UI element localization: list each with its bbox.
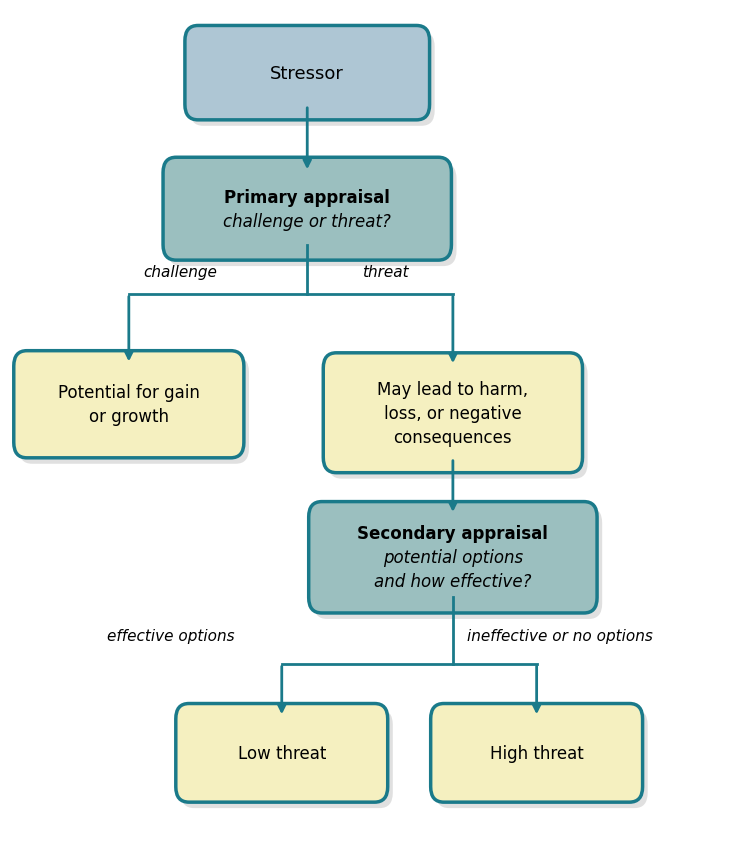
Text: Stressor: Stressor	[270, 65, 344, 83]
Text: effective options: effective options	[107, 629, 235, 643]
Text: Secondary appraisal: Secondary appraisal	[357, 525, 548, 543]
FancyBboxPatch shape	[19, 357, 249, 464]
FancyBboxPatch shape	[190, 32, 435, 127]
FancyBboxPatch shape	[168, 164, 457, 267]
FancyBboxPatch shape	[328, 360, 588, 479]
FancyBboxPatch shape	[14, 351, 244, 458]
Text: Potential for gain: Potential for gain	[58, 383, 200, 402]
FancyBboxPatch shape	[181, 710, 393, 809]
FancyBboxPatch shape	[323, 354, 583, 473]
Text: or growth: or growth	[89, 408, 169, 426]
Text: challenge or threat?: challenge or threat?	[223, 212, 391, 231]
Text: loss, or negative: loss, or negative	[384, 404, 522, 423]
Text: Low threat: Low threat	[238, 744, 326, 762]
Text: High threat: High threat	[490, 744, 583, 762]
Text: potential options: potential options	[383, 549, 523, 567]
Text: May lead to harm,: May lead to harm,	[377, 380, 529, 398]
FancyBboxPatch shape	[308, 502, 597, 613]
FancyBboxPatch shape	[431, 704, 643, 803]
Text: Primary appraisal: Primary appraisal	[224, 188, 390, 206]
FancyBboxPatch shape	[163, 158, 452, 261]
Text: challenge: challenge	[143, 265, 217, 280]
Text: threat: threat	[362, 265, 409, 280]
Text: ineffective or no options: ineffective or no options	[467, 629, 654, 643]
FancyBboxPatch shape	[185, 26, 430, 121]
FancyBboxPatch shape	[436, 710, 648, 809]
Text: and how effective?: and how effective?	[374, 573, 531, 590]
FancyBboxPatch shape	[175, 704, 387, 803]
Text: consequences: consequences	[393, 429, 512, 446]
FancyBboxPatch shape	[314, 508, 602, 619]
